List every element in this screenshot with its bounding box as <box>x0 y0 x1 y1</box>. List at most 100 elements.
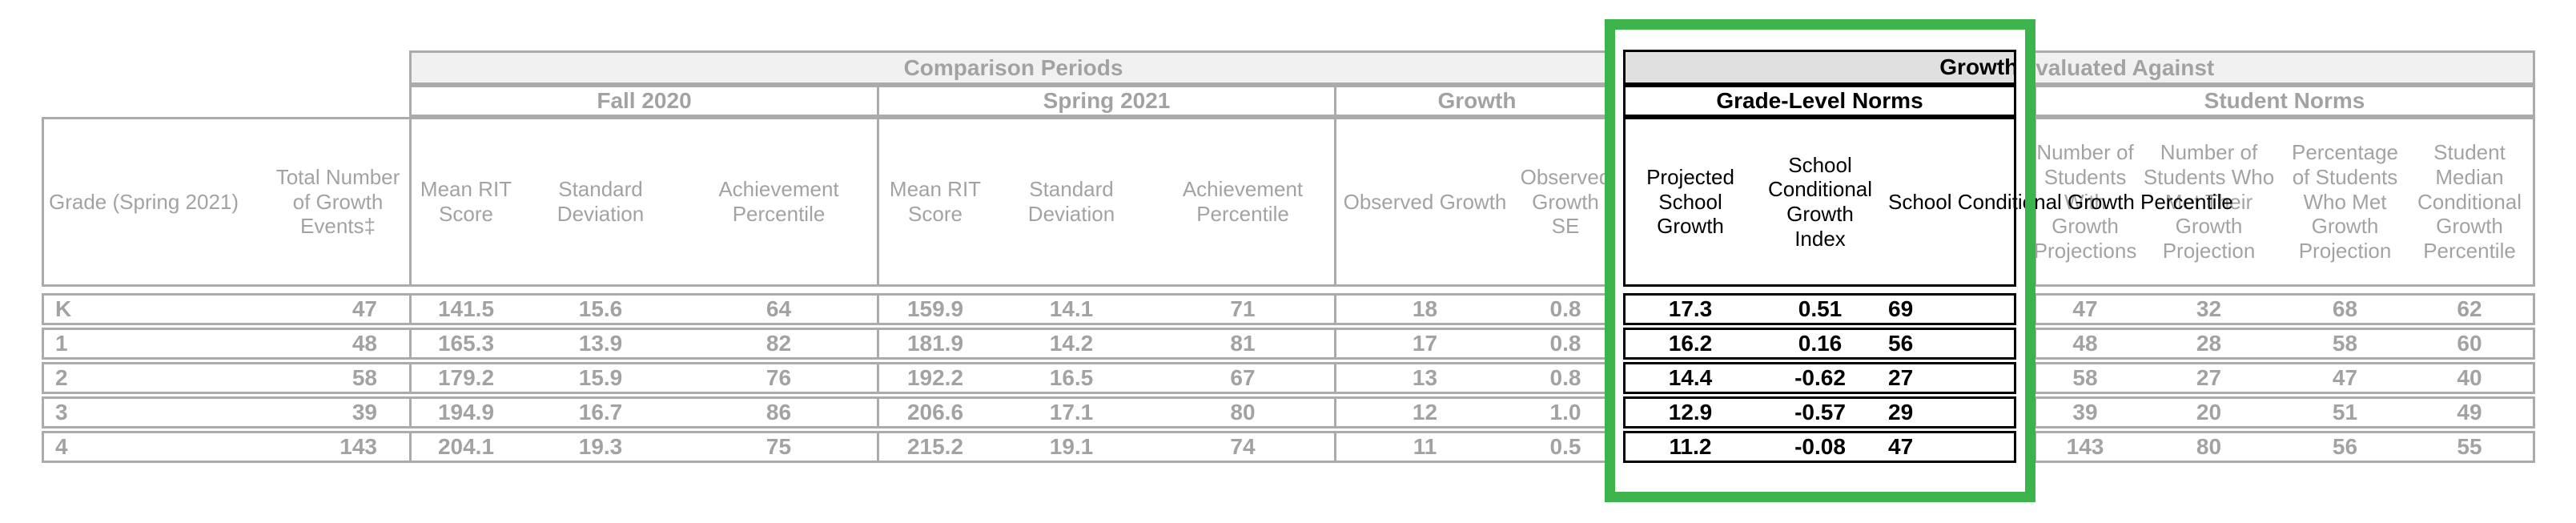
cell-gln-projected: 12.9 <box>1668 400 1713 425</box>
cell-sn-with: 58 <box>2034 364 2134 392</box>
cell-gln-cgp: 29 <box>1888 400 1914 425</box>
cell-sn-met: 28 <box>2196 331 2222 356</box>
header-percent-met-projection: Percentage of Students Who Met Growth Pr… <box>2292 140 2398 263</box>
cell-events: 58 <box>352 365 377 391</box>
group-row: Fall 2020 Spring 2021 Growth Grade-Level… <box>409 85 2535 117</box>
cell-spring-ap: 74 <box>1230 434 1256 460</box>
table-row-3: 3 39 194.9 16.7 86 206.6 17.1 80 12 1.0 … <box>42 396 2535 428</box>
cell-spring-ap: 80 <box>1230 400 1256 425</box>
table-row-k: K 47 141.5 15.6 64 159.9 14.1 71 18 0.8 … <box>42 293 2535 325</box>
cell-sn-with: 143 <box>2034 433 2134 461</box>
cell-gln-cgi: -0.08 <box>1794 434 1846 460</box>
cell-sn-pct: 58 <box>2332 331 2358 356</box>
cell-spring-sd: 17.1 <box>1049 400 1094 425</box>
cell-gln-cgi: -0.62 <box>1794 365 1846 391</box>
cell-gln-cgp: 47 <box>1888 434 1914 460</box>
cell-gln-cgi: 0.51 <box>1798 296 1843 322</box>
table-row-1: 1 48 165.3 13.9 82 181.9 14.2 81 17 0.8 … <box>42 328 2535 360</box>
cell-fall-mean: 141.5 <box>409 296 520 323</box>
cell-observed-growth: 17 <box>1334 330 1513 357</box>
cell-sn-median: 60 <box>2457 331 2482 356</box>
highlight-row-3: 12.9 -0.57 29 <box>1623 396 2016 428</box>
cell-observed-growth: 18 <box>1334 296 1513 323</box>
cell-fall-ap: 64 <box>766 296 792 322</box>
highlight-group-grade-level-norms: Grade-Level Norms <box>1623 85 2016 117</box>
band-comparison-periods: Comparison Periods <box>903 54 1123 80</box>
highlight-row-1: 16.2 0.16 56 <box>1623 328 2016 360</box>
header-school-cgi: School Conditional Growth Index <box>1767 152 1873 251</box>
green-selection-frame[interactable] <box>1605 19 2035 502</box>
cell-events: 39 <box>352 400 377 425</box>
band-growth-evaluated-against-highlight: Growth Evaluated Against <box>1939 54 2016 79</box>
cell-sn-with: 47 <box>2034 296 2134 323</box>
highlight-row-k: 17.3 0.51 69 <box>1623 293 2016 325</box>
cell-gln-cgp: 56 <box>1888 331 1914 356</box>
header-school-cgp: School Conditional Growth Percentile <box>1888 189 2233 214</box>
cell-observed-growth-se: 1.0 <box>1549 400 1581 425</box>
cell-spring-mean: 159.9 <box>877 296 991 323</box>
cell-sn-with: 39 <box>2034 399 2134 426</box>
header-observed-growth: Observed Growth <box>1334 119 1513 284</box>
cell-sn-pct: 51 <box>2332 400 2358 425</box>
cell-sn-met: 20 <box>2196 400 2222 425</box>
cell-gln-projected: 16.2 <box>1668 331 1713 356</box>
cell-grade: 2 <box>55 365 68 391</box>
cell-sn-pct: 47 <box>2332 365 2358 391</box>
cell-fall-sd: 15.6 <box>578 296 623 322</box>
cell-spring-ap: 81 <box>1230 331 1256 356</box>
cell-gln-projected: 14.4 <box>1668 365 1713 391</box>
header-spring-mean-rit: Mean RIT Score <box>877 119 991 284</box>
highlight-row-4: 11.2 -0.08 47 <box>1623 431 2016 463</box>
header-grade: Grade (Spring 2021) <box>49 189 239 214</box>
group-student-norms: Student Norms <box>2034 87 2533 115</box>
band-row: Comparison Periods Growth Evaluated Agai… <box>409 50 2535 85</box>
cell-sn-median: 62 <box>2457 296 2482 322</box>
cell-grade: 1 <box>55 331 68 356</box>
cell-fall-mean: 165.3 <box>409 330 520 357</box>
cell-gln-cgi: -0.57 <box>1794 400 1846 425</box>
cell-sn-median: 49 <box>2457 400 2482 425</box>
cell-sn-pct: 56 <box>2332 434 2358 460</box>
cell-observed-growth-se: 0.8 <box>1549 296 1581 322</box>
cell-spring-ap: 67 <box>1230 365 1256 391</box>
cell-observed-growth: 12 <box>1334 399 1513 426</box>
cell-events: 143 <box>340 434 377 460</box>
header-observed-growth-se: Observed Growth SE <box>1520 164 1611 239</box>
cell-fall-ap: 75 <box>766 434 792 460</box>
cell-gln-projected: 17.3 <box>1668 296 1713 322</box>
cell-spring-ap: 71 <box>1230 296 1256 322</box>
cell-spring-sd: 14.1 <box>1049 296 1094 322</box>
header-fall-mean-rit: Mean RIT Score <box>409 119 520 284</box>
cell-observed-growth-se: 0.8 <box>1549 365 1581 391</box>
table-row-2: 2 58 179.2 15.9 76 192.2 16.5 67 13 0.8 … <box>42 362 2535 394</box>
highlight-row-2: 14.4 -0.62 27 <box>1623 362 2016 394</box>
header-fall-standard-deviation: Standard Deviation <box>557 177 645 226</box>
header-projected-school-growth: Projected School Growth <box>1646 164 1734 239</box>
group-spring-2021: Spring 2021 <box>877 87 1334 115</box>
highlight-band-row: Growth Evaluated Against <box>1623 50 2016 85</box>
cell-spring-mean: 206.6 <box>877 399 991 426</box>
cell-observed-growth: 11 <box>1334 433 1513 461</box>
header-student-median-cgp: Student Median Conditional Growth Percen… <box>2417 140 2522 263</box>
cell-fall-ap: 76 <box>766 365 792 391</box>
cell-grade: 4 <box>55 434 68 460</box>
cell-fall-sd: 16.7 <box>578 400 623 425</box>
cell-gln-cgi: 0.16 <box>1798 331 1843 356</box>
cell-spring-mean: 181.9 <box>877 330 991 357</box>
header-students-with-projections: Number of Students With Growth Projectio… <box>2034 119 2136 284</box>
cell-fall-sd: 15.9 <box>578 365 623 391</box>
cell-spring-mean: 215.2 <box>877 433 991 461</box>
cell-sn-pct: 68 <box>2332 296 2358 322</box>
cell-spring-mean: 192.2 <box>877 364 991 392</box>
cell-spring-sd: 16.5 <box>1049 365 1094 391</box>
cell-fall-sd: 19.3 <box>578 434 623 460</box>
cell-fall-mean: 204.1 <box>409 433 520 461</box>
cell-observed-growth-se: 0.8 <box>1549 331 1581 356</box>
cell-gln-cgp: 69 <box>1888 296 1914 322</box>
cell-grade: K <box>55 296 72 322</box>
cell-observed-growth-se: 0.5 <box>1549 434 1581 460</box>
header-spring-achievement-percentile: Achievement Percentile <box>1182 177 1304 226</box>
cell-fall-sd: 13.9 <box>578 331 623 356</box>
header-students-met-projection: Number of Students Who Met Their Growth … <box>2143 140 2275 263</box>
cell-sn-met: 80 <box>2196 434 2222 460</box>
